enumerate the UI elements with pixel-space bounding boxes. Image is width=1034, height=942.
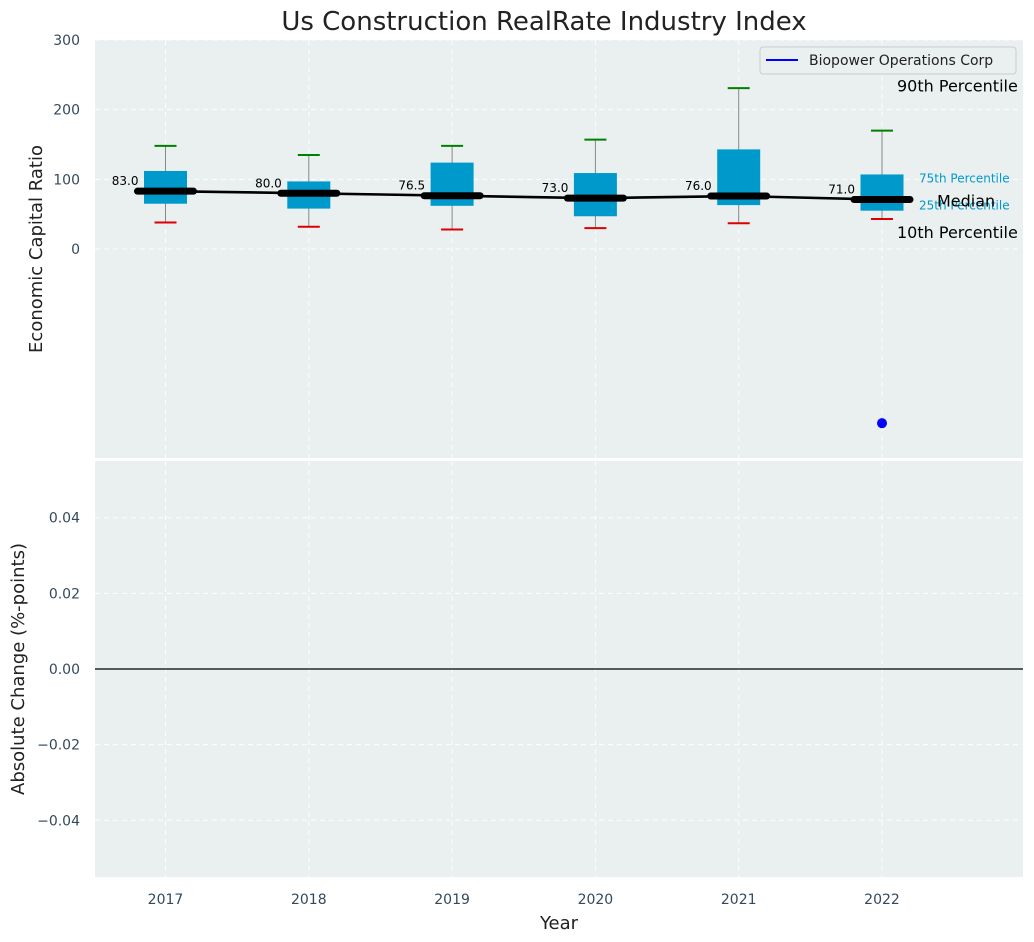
bottom-y-tick-label: 0.02 [49,586,80,602]
median-annotation: Median [937,192,995,211]
median-value-label: 76.0 [685,179,712,193]
iqr-box [430,162,474,206]
median-value-label: 83.0 [112,174,139,188]
iqr-box [144,170,187,204]
legend: Biopower Operations Corp [759,46,1017,75]
p90-annotation: 90th Percentile [897,77,1018,96]
median-value-label: 73.0 [542,181,569,195]
top-y-axis-label: Economic Capital Ratio [26,145,47,353]
top-panel-y-ticks: 0 100 200 300 [53,33,80,258]
legend-label: Biopower Operations Corp [809,53,993,69]
p25-annotation: 25th Percentile [919,199,1010,213]
x-tick-label: 2019 [434,892,470,908]
p10-annotation: 10th Percentile [897,223,1018,242]
x-tick-label: 2018 [291,892,327,908]
x-tick-label: 2020 [578,892,614,908]
top-panel-grid [95,39,1023,458]
bottom-y-tick-label: 0.04 [49,511,80,527]
bottom-y-axis-label: Absolute Change (%-points) [8,543,29,795]
bottom-y-tick-label: −0.02 [37,738,80,754]
x-axis-ticks: 2017 2018 2019 2020 2021 2022 [148,892,900,908]
company-point [877,418,887,429]
legend-box [759,46,1017,75]
top-y-tick-label: 200 [53,103,80,119]
bottom-panel-y-ticks: 0.04 0.02 0.00 −0.02 −0.04 [37,511,80,830]
median-value-label: 76.5 [398,179,425,193]
median-value-label: 80.0 [255,176,282,190]
company-points [877,418,887,429]
p75-annotation: 75th Percentile [919,171,1010,185]
bottom-y-tick-label: 0.00 [49,662,80,678]
top-y-tick-label: 100 [53,172,80,188]
x-axis-label: Year [539,913,579,934]
iqr-box [860,174,904,211]
bottom-panel-grid [95,461,1023,877]
x-tick-label: 2022 [864,892,900,908]
top-y-tick-label: 300 [53,33,80,49]
median-series-group: 83.0 80.0 76.5 73.0 76.0 71.0 [112,174,914,204]
chart-title: Us Construction RealRate Industry Index [281,7,806,37]
bottom-y-tick-label: −0.04 [37,813,80,829]
top-y-tick-label: 0 [71,242,80,258]
median-value-label: 71.0 [828,183,855,197]
x-tick-label: 2017 [148,892,184,908]
x-tick-label: 2021 [721,892,757,908]
percentile-annotations: 90th Percentile 75th Percentile 25th Perce… [897,77,1018,242]
